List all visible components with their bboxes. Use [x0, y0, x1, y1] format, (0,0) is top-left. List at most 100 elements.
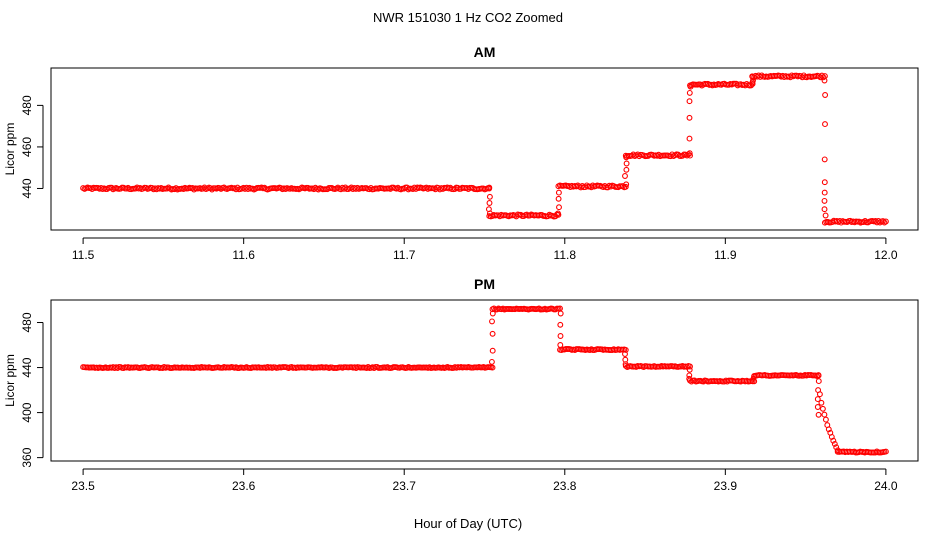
pm-data-point — [557, 342, 564, 348]
am-data-point — [623, 166, 630, 173]
am-data-point — [821, 189, 828, 196]
pm-x-tick-label: 23.6 — [232, 479, 256, 493]
pm-data-point — [819, 405, 826, 412]
am-data-point — [623, 160, 630, 167]
pm-data-point — [686, 366, 693, 373]
am-data-point — [822, 92, 829, 98]
pm-data-point — [815, 411, 822, 418]
am-data-point — [822, 212, 829, 219]
am-x-tick-label: 11.7 — [393, 248, 416, 262]
am-data-point — [687, 152, 693, 159]
am-data-point — [748, 82, 755, 89]
am-data-point — [486, 193, 493, 200]
pm-data-point — [622, 361, 629, 368]
am-data-point — [622, 183, 629, 190]
x-axis-label: Hour of Day (UTC) — [414, 516, 522, 531]
pm-data-point — [822, 416, 829, 423]
pm-data-point — [751, 373, 758, 380]
am-x-tick-label: 11.5 — [72, 248, 95, 262]
am-plot-frame — [50, 67, 919, 231]
am-data-point — [749, 73, 756, 80]
pm-data-point — [818, 399, 825, 406]
am-data-point — [623, 154, 630, 161]
pm-data-point — [814, 404, 821, 410]
pm-data-point — [622, 351, 628, 357]
am-data-points — [80, 72, 889, 226]
am-data-point — [686, 135, 693, 142]
am-data-point — [686, 150, 693, 157]
pm-data-point — [825, 426, 832, 433]
pm-x-tick-label: 23.5 — [71, 479, 95, 493]
pm-data-points — [80, 305, 889, 456]
am-data-point — [486, 200, 493, 206]
am-data-point — [555, 195, 562, 202]
pm-data-point — [557, 310, 564, 317]
am-data-point — [622, 173, 628, 179]
am-data-point — [821, 179, 828, 186]
pm-data-point — [821, 411, 828, 418]
am-data-point — [555, 210, 561, 217]
pm-panel: PM 23.5 23.6 23.7 23.8 23.9 24.0 360 400 440 480 Li… — [3, 276, 919, 493]
pm-panel-title: PM — [474, 276, 495, 292]
am-data-point — [821, 156, 828, 163]
pm-data-point — [489, 310, 496, 317]
am-y-tick-label: 460 — [20, 137, 34, 157]
am-data-point — [555, 189, 562, 196]
pm-x-tick-label: 24.0 — [874, 479, 898, 493]
pm-data-point — [622, 346, 629, 353]
am-data-point — [685, 151, 692, 158]
pm-data-point — [489, 318, 495, 325]
am-x-tick-label: 12.0 — [874, 248, 898, 262]
pm-data-point — [830, 437, 837, 444]
pm-data-point — [557, 321, 564, 328]
pm-data-point — [687, 363, 693, 370]
am-x-tick-label: 11.9 — [714, 248, 737, 262]
am-data-point — [882, 218, 889, 225]
am-data-point — [486, 210, 493, 217]
pm-y-tick-label: 480 — [20, 312, 34, 332]
pm-data-point — [815, 387, 822, 394]
pm-data-point — [557, 333, 564, 339]
pm-data-point — [686, 372, 693, 379]
am-y-axis-label: Licor ppm — [3, 123, 17, 176]
pm-data-point — [814, 396, 821, 403]
pm-data-point — [815, 372, 822, 379]
am-data-point — [687, 83, 694, 90]
figure-title: NWR 151030 1 Hz CO2 Zoomed — [373, 10, 563, 25]
am-data-point — [821, 77, 828, 84]
am-data-point — [686, 89, 693, 96]
am-panel: AM 11.5 11.6 11.7 11.8 11.9 12.0 440 460 480Licor… — [3, 44, 919, 262]
am-x-tick-label: 11.8 — [554, 248, 577, 262]
am-data-point — [623, 181, 630, 188]
am-data-point — [686, 98, 693, 105]
am-data-point — [686, 114, 693, 121]
pm-data-point — [831, 440, 838, 447]
pm-y-tick-label: 400 — [20, 402, 34, 422]
am-x-tick-label: 11.6 — [232, 248, 255, 262]
pm-plot-frame — [50, 299, 919, 462]
am-data-point — [820, 74, 827, 81]
am-data-point — [556, 204, 562, 211]
am-y-tick-label: 440 — [20, 178, 34, 198]
am-data-point — [821, 197, 828, 204]
pm-data-point — [489, 347, 496, 354]
pm-data-point — [882, 448, 889, 455]
pm-data-point — [489, 364, 496, 371]
pm-data-point — [686, 375, 693, 382]
am-data-point — [818, 72, 825, 79]
pm-data-point — [488, 358, 495, 365]
pm-x-tick-label: 23.8 — [553, 479, 577, 493]
pm-y-tick-label: 440 — [20, 357, 34, 377]
am-y-tick-label: 480 — [20, 95, 34, 115]
pm-x-tick-label: 23.7 — [393, 479, 417, 493]
pm-y-axis-label: Licor ppm — [3, 354, 17, 407]
am-data-point — [879, 218, 886, 225]
pm-x-tick-label: 23.9 — [714, 479, 738, 493]
pm-y-tick-label: 360 — [20, 447, 34, 467]
am-panel-title: AM — [474, 44, 496, 60]
pm-data-point — [489, 330, 496, 337]
am-data-point — [822, 121, 828, 128]
pm-data-point — [815, 378, 822, 385]
am-data-point — [486, 185, 493, 192]
